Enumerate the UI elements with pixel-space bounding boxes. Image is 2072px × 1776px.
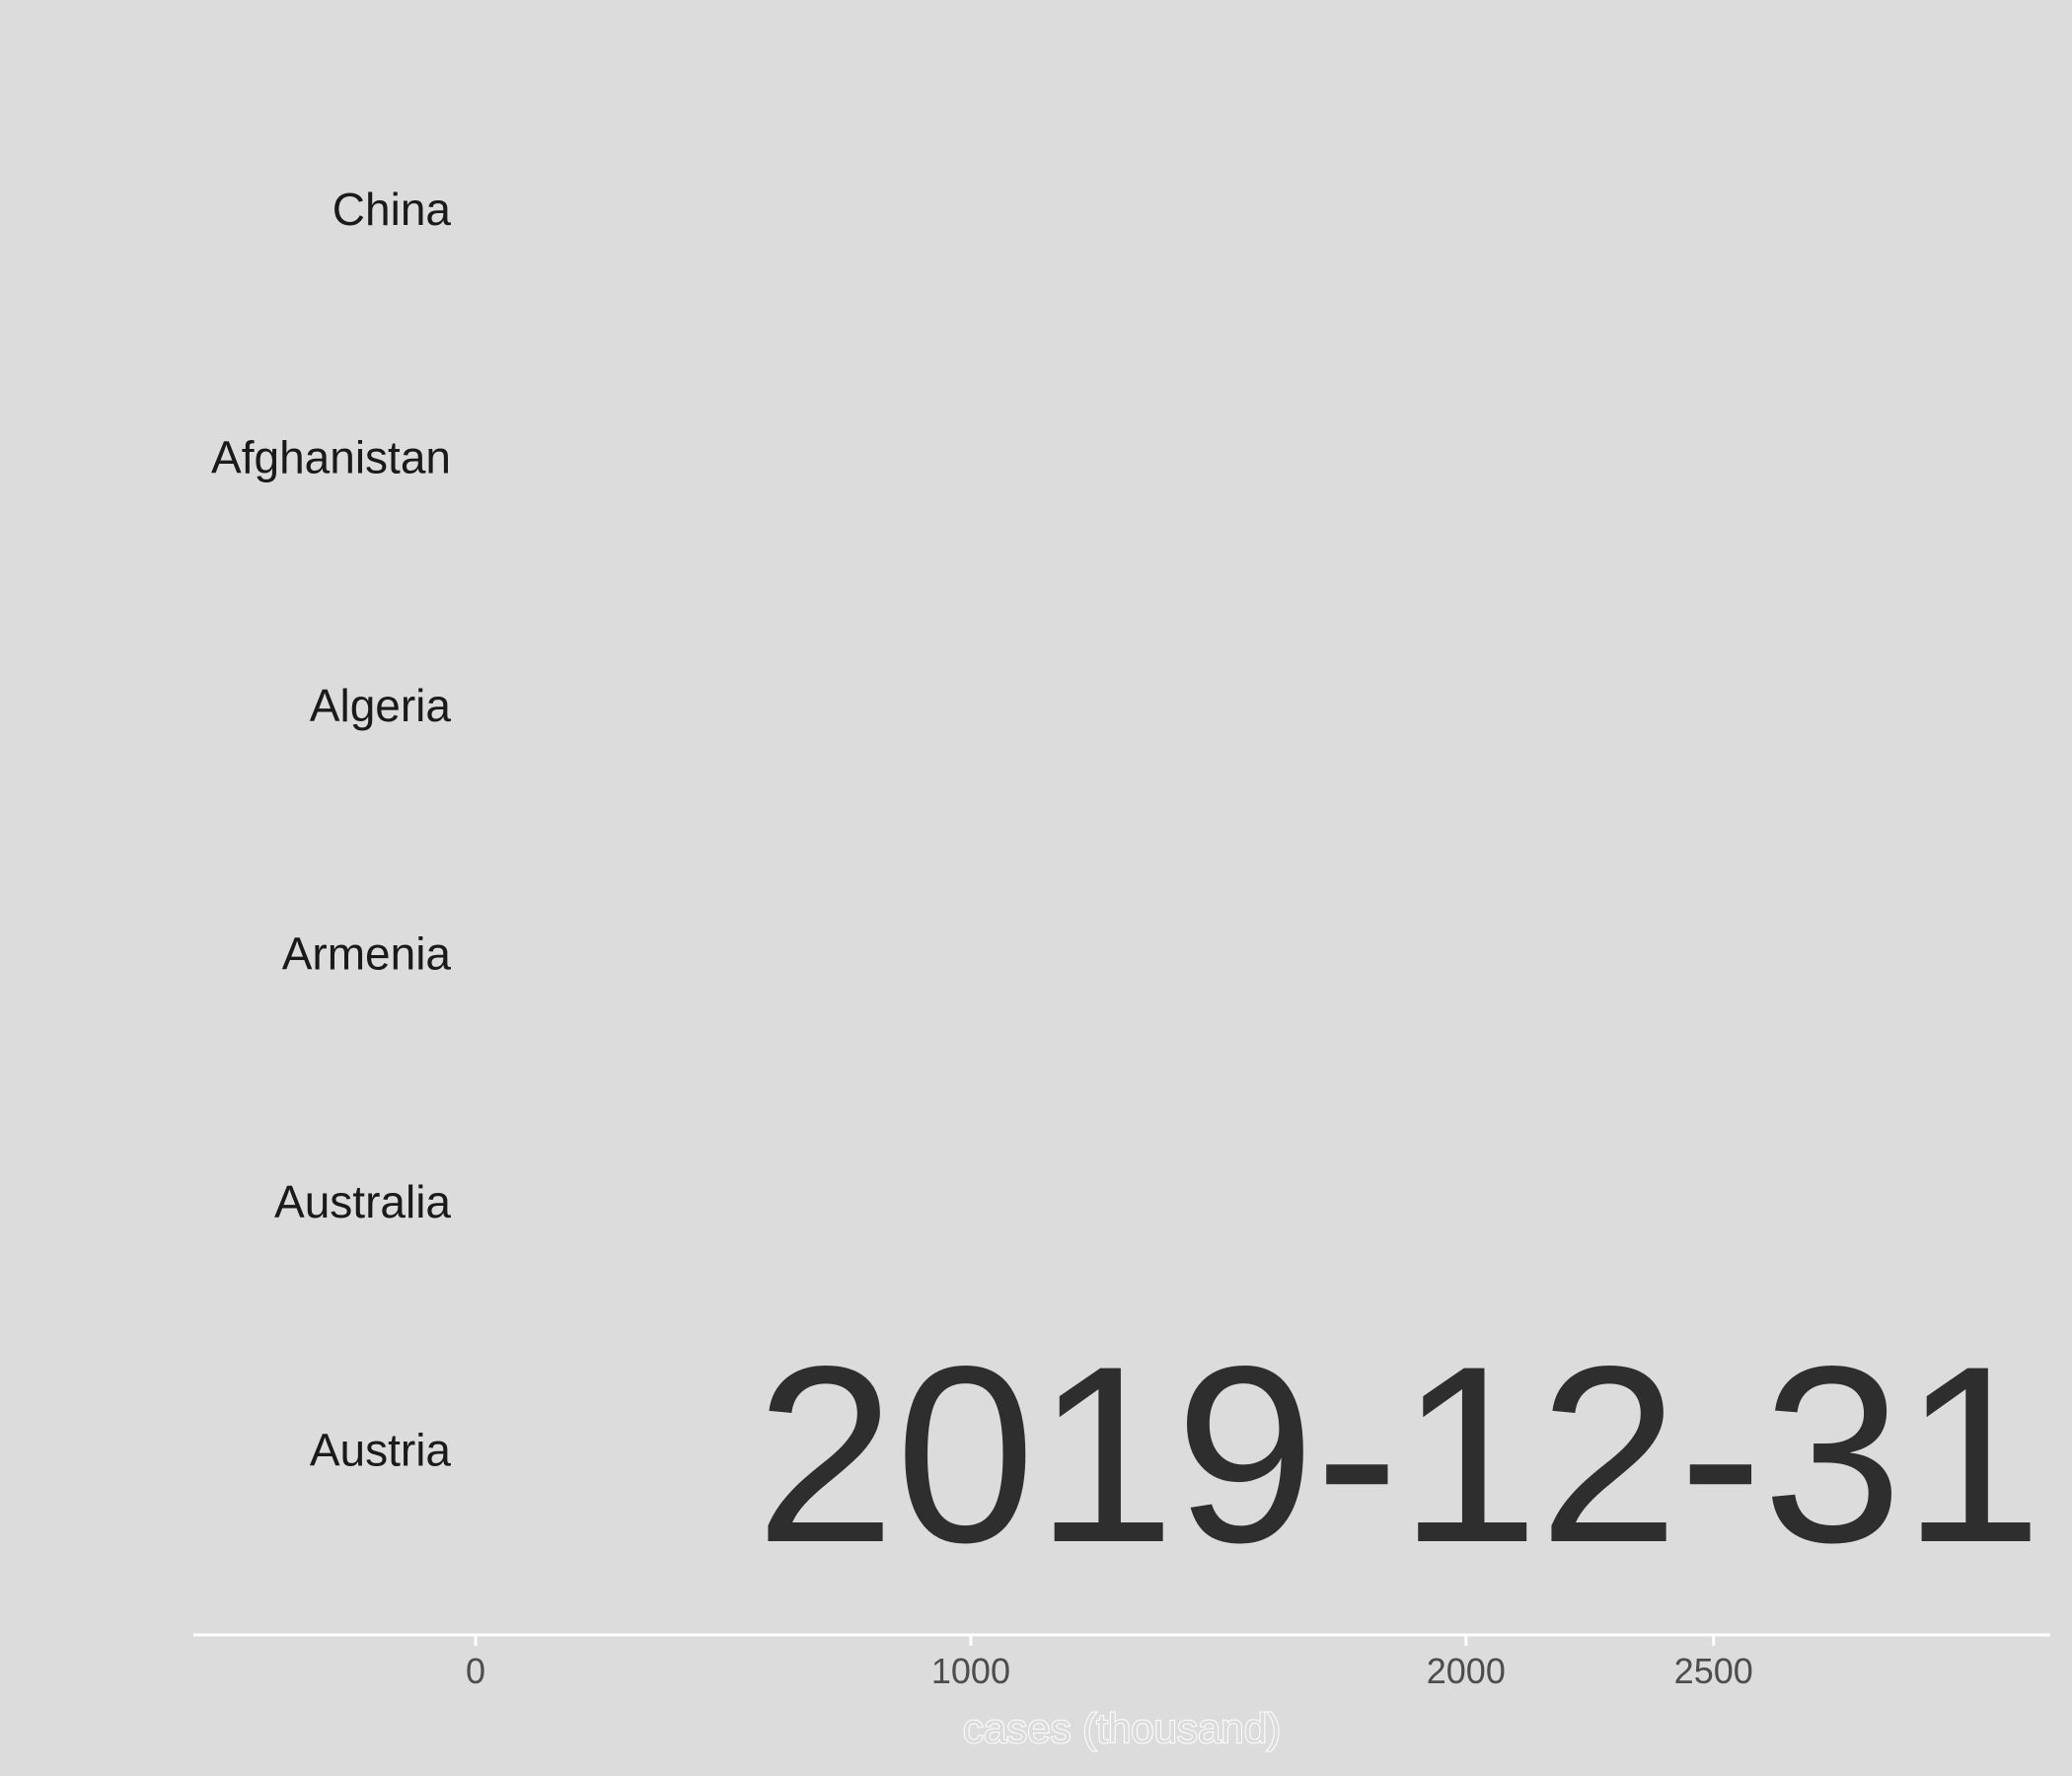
x-tick-label-1000: 1000 bbox=[931, 1651, 1010, 1691]
category-label-china: China bbox=[333, 184, 452, 235]
x-axis-title: cases (thousand) bbox=[963, 1705, 1281, 1751]
x-tick-label-2500: 2500 bbox=[1674, 1651, 1753, 1691]
category-label-algeria: Algeria bbox=[310, 680, 452, 731]
category-labels: China Afghanistan Algeria Armenia Australia A… bbox=[211, 184, 451, 1476]
category-label-armenia: Armenia bbox=[282, 928, 452, 980]
category-label-afghanistan: Afghanistan bbox=[211, 432, 451, 483]
category-label-australia: Australia bbox=[274, 1176, 451, 1227]
x-tick-label-0: 0 bbox=[466, 1651, 485, 1691]
date-annotation: 2019-12-31 bbox=[756, 1314, 2042, 1595]
category-label-austria: Austria bbox=[310, 1425, 452, 1476]
x-axis-ticks: 0 1000 2000 2500 bbox=[466, 1635, 1753, 1691]
x-tick-label-2000: 2000 bbox=[1427, 1651, 1506, 1691]
